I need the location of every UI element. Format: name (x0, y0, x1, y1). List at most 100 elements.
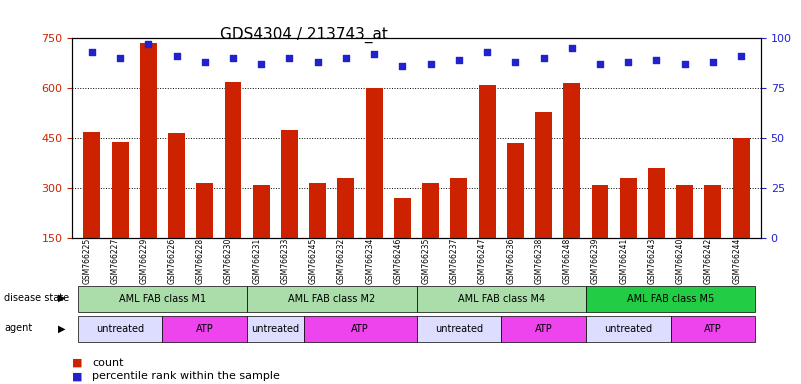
Bar (337, 178, 354, 288)
Text: GSM766246: GSM766246 (393, 238, 402, 285)
Bar (224, 82, 241, 288)
Text: GSM766228: GSM766228 (195, 238, 205, 284)
FancyBboxPatch shape (163, 316, 248, 342)
Text: GSM766245: GSM766245 (308, 238, 318, 285)
Text: GSM766231: GSM766231 (252, 238, 261, 284)
Bar (507, 143, 524, 288)
Point (566, 45, 578, 51)
Text: GSM766238: GSM766238 (534, 238, 544, 284)
Point (537, 55, 550, 61)
Text: untreated: untreated (604, 324, 652, 334)
Text: ATP: ATP (704, 324, 722, 334)
Text: GSM766233: GSM766233 (280, 238, 289, 285)
Text: AML FAB class M4: AML FAB class M4 (457, 293, 545, 304)
Bar (394, 198, 411, 288)
Text: GSM766226: GSM766226 (167, 238, 176, 284)
Text: ■: ■ (72, 371, 83, 381)
Point (425, 61, 437, 68)
Bar (733, 138, 750, 288)
Point (368, 51, 380, 58)
Point (255, 61, 268, 68)
Text: untreated: untreated (252, 324, 300, 334)
Text: GSM766232: GSM766232 (337, 238, 346, 284)
Bar (535, 112, 552, 288)
FancyBboxPatch shape (78, 316, 163, 342)
Bar (705, 185, 722, 288)
Text: AML FAB class M2: AML FAB class M2 (288, 293, 376, 304)
Point (340, 55, 352, 61)
Text: disease state: disease state (4, 293, 69, 303)
Point (199, 59, 211, 65)
Text: GSM766247: GSM766247 (478, 238, 487, 285)
Bar (253, 185, 270, 288)
Text: GSM766244: GSM766244 (732, 238, 741, 285)
Point (114, 55, 127, 61)
Text: GSM766229: GSM766229 (139, 238, 148, 284)
Text: GSM766240: GSM766240 (676, 238, 685, 285)
FancyBboxPatch shape (670, 316, 755, 342)
Point (622, 59, 634, 65)
Bar (563, 83, 580, 288)
FancyBboxPatch shape (586, 286, 755, 311)
Text: ▶: ▶ (58, 323, 65, 333)
Text: GDS4304 / 213743_at: GDS4304 / 213743_at (220, 27, 388, 43)
Text: ■: ■ (72, 358, 83, 368)
Point (227, 55, 239, 61)
Point (594, 61, 606, 68)
Bar (592, 185, 609, 288)
Bar (140, 43, 157, 288)
FancyBboxPatch shape (248, 286, 417, 311)
Text: untreated: untreated (96, 324, 144, 334)
Point (396, 63, 409, 70)
Text: GSM766225: GSM766225 (83, 238, 92, 284)
Text: ATP: ATP (196, 324, 214, 334)
FancyBboxPatch shape (586, 316, 670, 342)
Text: GSM766248: GSM766248 (563, 238, 572, 284)
Text: untreated: untreated (435, 324, 483, 334)
FancyBboxPatch shape (501, 316, 586, 342)
Text: percentile rank within the sample: percentile rank within the sample (92, 371, 280, 381)
Text: GSM766235: GSM766235 (421, 238, 431, 285)
Text: GSM766241: GSM766241 (619, 238, 628, 284)
Point (509, 59, 521, 65)
Point (735, 53, 747, 60)
Point (170, 53, 183, 60)
Text: GSM766243: GSM766243 (647, 238, 657, 285)
FancyBboxPatch shape (304, 316, 417, 342)
Bar (676, 185, 693, 288)
FancyBboxPatch shape (417, 316, 501, 342)
Bar (648, 168, 665, 288)
Bar (111, 142, 128, 288)
Bar (422, 183, 439, 288)
Text: agent: agent (4, 323, 32, 333)
Point (453, 57, 465, 63)
FancyBboxPatch shape (78, 286, 248, 311)
Text: GSM766230: GSM766230 (224, 238, 233, 285)
Text: ATP: ATP (351, 324, 369, 334)
Point (312, 59, 324, 65)
Point (142, 41, 155, 48)
Text: ▶: ▶ (58, 293, 65, 303)
Text: GSM766239: GSM766239 (591, 238, 600, 285)
Bar (281, 130, 298, 288)
Bar (450, 178, 467, 288)
Point (283, 55, 296, 61)
Bar (479, 85, 496, 288)
Text: GSM766242: GSM766242 (704, 238, 713, 284)
Text: AML FAB class M5: AML FAB class M5 (627, 293, 714, 304)
Text: ATP: ATP (535, 324, 553, 334)
Bar (366, 88, 383, 288)
Text: GSM766227: GSM766227 (111, 238, 120, 284)
Point (481, 49, 493, 55)
Point (86, 49, 99, 55)
Point (678, 61, 691, 68)
Text: count: count (92, 358, 123, 368)
Text: GSM766234: GSM766234 (365, 238, 374, 285)
FancyBboxPatch shape (248, 316, 304, 342)
FancyBboxPatch shape (417, 286, 586, 311)
Bar (196, 183, 213, 288)
Bar (309, 183, 326, 288)
Bar (168, 133, 185, 288)
Bar (83, 132, 100, 288)
Point (706, 59, 719, 65)
